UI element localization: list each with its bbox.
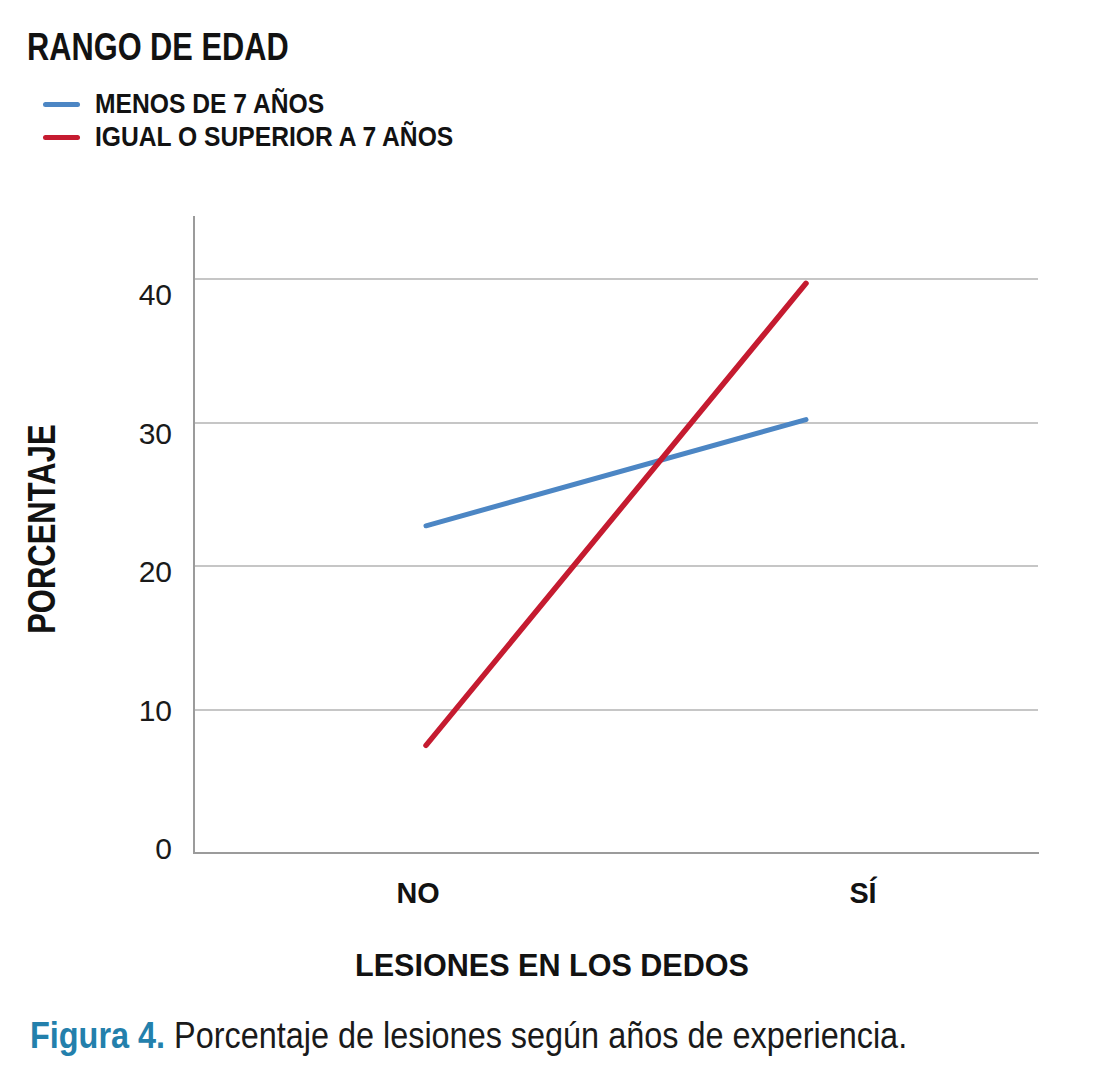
legend-item-igual-superior-7: IGUAL O SUPERIOR A 7 AÑOS: [43, 123, 502, 151]
figure-caption-text: Porcentaje de lesiones según años de exp…: [174, 1015, 907, 1056]
gridline-30: [195, 422, 1038, 424]
y-tick-10: 10: [90, 696, 172, 726]
legend-title: RANGO DE EDAD: [27, 28, 289, 66]
x-axis-title: LESIONES EN LOS DEDOS: [313, 949, 791, 981]
red-line-swatch-icon: [43, 135, 80, 140]
gridline-20: [195, 565, 1038, 567]
y-tick-40: 40: [90, 280, 172, 310]
y-axis-line: [193, 216, 195, 854]
legend-label: IGUAL O SUPERIOR A 7 AÑOS: [95, 123, 453, 151]
y-tick-0: 0: [90, 834, 172, 864]
x-category-no: NO: [360, 878, 475, 908]
figure-canvas: RANGO DE EDAD MENOS DE 7 AÑOS IGUAL O SU…: [0, 0, 1112, 1065]
line-plot: [0, 0, 1112, 1065]
blue-line-swatch-icon: [43, 102, 80, 107]
y-axis-title: PORCENTAJE: [23, 438, 61, 634]
gridline-10: [195, 709, 1038, 711]
legend-item-menos-de-7: MENOS DE 7 AÑOS: [43, 90, 355, 118]
gridline-40: [195, 278, 1038, 280]
x-axis-line: [193, 852, 1039, 854]
y-tick-20: 20: [90, 557, 172, 587]
figure-caption-number: Figura 4.: [30, 1015, 165, 1056]
x-category-si: SÍ: [805, 878, 920, 908]
legend-label: MENOS DE 7 AÑOS: [95, 90, 324, 118]
figure-caption: Figura 4. Porcentaje de lesiones según a…: [30, 1018, 907, 1054]
y-tick-30: 30: [90, 419, 172, 449]
